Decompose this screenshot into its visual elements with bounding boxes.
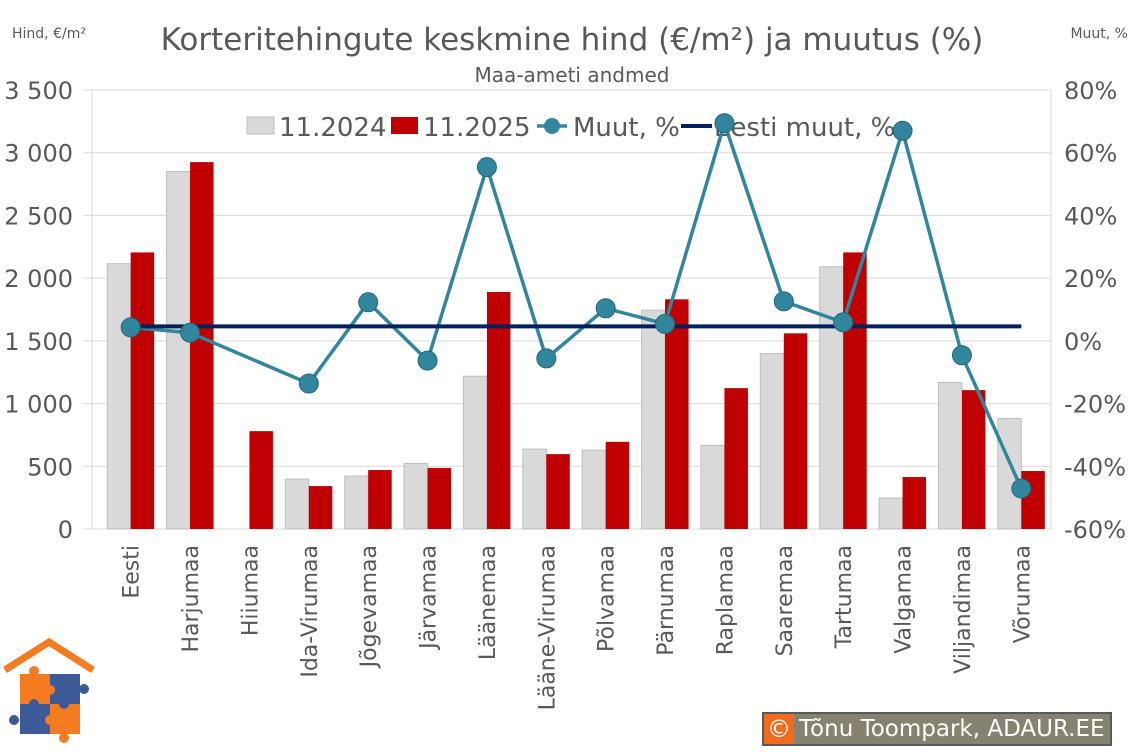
category-label: Raplamaa (713, 545, 738, 655)
muut-point (773, 291, 794, 312)
bar-11.2025 (308, 486, 333, 529)
left-tick-label: 2 000 (4, 265, 73, 293)
adaur-logo (0, 632, 100, 747)
bar-11.2025 (546, 454, 570, 529)
legend-marker-muut (544, 118, 560, 134)
bar-11.2025 (902, 477, 927, 529)
bar-11.2025 (130, 252, 155, 529)
muut-point (1011, 478, 1032, 499)
category-label: Saaremaa (773, 545, 798, 656)
copyright-icon: © (764, 714, 794, 744)
right-tick-label: 80% (1064, 77, 1117, 105)
muut-point (120, 317, 141, 338)
left-axis-title: Hind, €/m² (12, 26, 86, 42)
bar-11.2024 (878, 497, 904, 530)
muut-point (536, 348, 557, 369)
bar-11.2025 (843, 252, 867, 529)
category-label: Ida-Virumaa (298, 545, 323, 678)
right-axis-title: Muut, % (1070, 26, 1128, 42)
bar-11.2024 (403, 462, 429, 530)
category-label: Lääne-Virumaa (535, 545, 560, 710)
bar-11.2025 (665, 299, 689, 529)
legend-label-muut: Muut, % (573, 113, 680, 143)
legend-label-2024: 11.2024 (279, 113, 387, 143)
right-tick-label: -40% (1064, 453, 1126, 481)
right-tick-label: 20% (1064, 265, 1117, 293)
muut-point (833, 312, 854, 333)
muut-point (655, 313, 676, 334)
category-label: Harjumaa (179, 545, 204, 653)
bar-11.2024 (641, 309, 666, 530)
muut-point (714, 113, 735, 134)
bar-11.2025 (724, 388, 748, 529)
left-tick-label: 1 500 (4, 328, 73, 356)
left-tick-label: 2 500 (4, 202, 73, 230)
muut-point (298, 373, 319, 394)
bar-11.2024 (522, 448, 547, 530)
bar-11.2024 (462, 375, 488, 530)
muut-point (417, 350, 438, 371)
muut-point (358, 292, 379, 313)
bar-11.2024 (759, 353, 785, 530)
muut-point (951, 345, 972, 366)
legend-label-2025: 11.2025 (423, 113, 531, 143)
bar-11.2025 (605, 441, 630, 529)
bar-11.2025 (961, 390, 986, 529)
bar-11.2024 (819, 266, 844, 530)
bar-11.2024 (581, 449, 607, 530)
category-label: Tartumaa (832, 545, 857, 649)
category-label: Põlvamaa (595, 545, 620, 652)
category-label: Jõgevamaa (357, 545, 382, 669)
left-tick-label: 1 000 (4, 391, 73, 419)
category-label: Hiiumaa (238, 545, 263, 636)
legend-swatch-2024 (246, 116, 275, 135)
chart-subtitle: Maa-ameti andmed (475, 63, 670, 87)
left-tick-label: 0 (58, 516, 73, 544)
bar-11.2025 (190, 162, 214, 529)
left-tick-label: 3 000 (4, 140, 73, 168)
bar-11.2025 (486, 291, 511, 529)
bar-11.2025 (427, 468, 452, 529)
chart-title: Korteritehingute keskmine hind (€/m²) ja… (161, 22, 984, 58)
bar-11.2024 (344, 475, 369, 530)
bar-11.2024 (284, 478, 310, 530)
muut-point (595, 298, 616, 319)
right-tick-label: 40% (1064, 202, 1117, 230)
bar-11.2025 (249, 431, 273, 529)
category-label: Viljandimaa (951, 545, 976, 674)
bar-11.2025 (783, 333, 808, 529)
bar-11.2024 (700, 444, 725, 530)
right-tick-label: 60% (1064, 140, 1117, 168)
bar-11.2025 (368, 470, 392, 529)
right-tick-label: -20% (1064, 391, 1126, 419)
category-label: Valgamaa (892, 545, 917, 654)
category-label: Läänemaa (476, 545, 501, 660)
muut-point (892, 120, 913, 141)
legend-swatch-2025 (391, 117, 418, 134)
muut-point (476, 157, 497, 178)
copyright-badge: © Tõnu Toompark, ADAUR.EE (762, 712, 1112, 746)
bar-11.2024 (166, 171, 191, 530)
left-tick-label: 500 (27, 453, 73, 481)
legend-label-eesti-muut: Eesti muut, % (714, 113, 895, 143)
right-tick-label: -60% (1064, 516, 1126, 544)
right-tick-label: 0% (1064, 328, 1102, 356)
category-label: Eesti (120, 545, 145, 599)
muut-point (180, 322, 201, 343)
copyright-text: Tõnu Toompark, ADAUR.EE (799, 716, 1105, 742)
bar-11.2024 (997, 417, 1022, 530)
bar-11.2024 (106, 263, 132, 530)
category-label: Järvamaa (417, 545, 442, 651)
left-tick-label: 3 500 (4, 77, 73, 105)
category-label: Võrumaa (1010, 545, 1035, 643)
category-label: Pärnumaa (654, 545, 679, 656)
bar-11.2024 (937, 381, 963, 530)
